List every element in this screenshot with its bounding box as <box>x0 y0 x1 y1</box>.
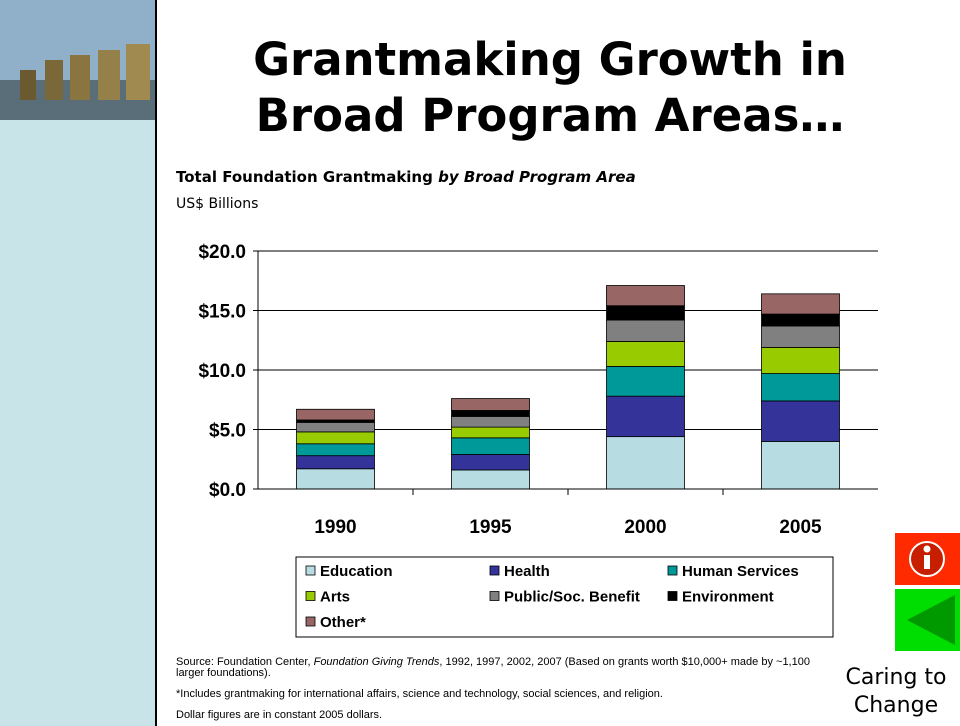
legend-swatch <box>667 565 678 576</box>
bar-segment <box>451 469 530 490</box>
bar-segment <box>761 293 840 315</box>
nav-icons <box>895 533 960 651</box>
slide-title: Grantmaking Growth in Broad Program Areas… <box>200 32 900 144</box>
bar-segment <box>606 305 685 321</box>
bar-segment <box>296 408 375 421</box>
chart-title-text: Total Foundation Grantmaking <box>176 168 433 186</box>
chart: $0.0 $5.0 $10.0 $15.0 $20.0 1990 1995 2000 2005 E… <box>198 242 878 638</box>
bar-segment <box>761 400 840 442</box>
bar-segment <box>296 421 375 433</box>
bar-segment <box>451 410 530 417</box>
bar-segment <box>296 455 375 470</box>
title-line: Grantmaking Growth in <box>253 33 847 86</box>
title-line: Broad Program Areas… <box>255 89 845 142</box>
y-tick-label: $20.0 <box>198 242 246 263</box>
bar-segment <box>296 468 375 490</box>
y-tick-label: $0.0 <box>209 480 246 501</box>
bar-segment <box>606 436 685 490</box>
legend-swatch <box>305 591 316 601</box>
bar-segment <box>451 437 530 455</box>
legend-label: Arts <box>320 589 350 606</box>
chart-title-italic: by Broad Program Area <box>438 168 636 186</box>
bar-segment <box>761 313 840 327</box>
bar-segment <box>761 440 840 490</box>
legend-swatch <box>489 565 500 576</box>
note-text: , 1992, 1997, 2002, 2007 (Based on grant… <box>176 656 810 679</box>
chart-subtitle: US$ Billions <box>176 196 259 212</box>
back-arrow <box>907 595 955 645</box>
caption: Caring to Change <box>845 665 947 718</box>
bar-segment <box>451 454 530 471</box>
x-tick-label: 2000 <box>624 517 666 538</box>
bar-segment <box>761 325 840 348</box>
x-tick-label: 2005 <box>779 517 822 538</box>
y-tick-label: $15.0 <box>198 302 246 323</box>
bar-segment <box>606 366 685 397</box>
bar-segment <box>451 426 530 439</box>
bar-segment <box>606 341 685 367</box>
x-tick-label: 1995 <box>469 517 512 538</box>
legend-box <box>295 556 834 638</box>
source-note: Source: Foundation Center, Foundation Gi… <box>176 657 816 679</box>
coins-image <box>0 0 155 120</box>
bar-segment <box>296 443 375 457</box>
bar-segment <box>606 319 685 342</box>
bar-segment <box>296 431 375 445</box>
info-icon <box>923 545 931 553</box>
legend-label: Education <box>320 563 393 580</box>
chart-title: Total Foundation Grantmaking by Broad Pr… <box>176 168 636 186</box>
dollar-note: Dollar figures are in constant 2005 doll… <box>176 709 383 721</box>
bar-segment <box>606 395 685 438</box>
note-text: Source: Foundation Center, <box>176 656 314 668</box>
legend-label: Health <box>504 563 550 580</box>
legend-swatch <box>667 591 678 601</box>
bar-segment <box>451 398 530 411</box>
y-tick-label: $10.0 <box>198 361 246 382</box>
y-tick-label: $5.0 <box>209 421 246 442</box>
legend-label: Public/Soc. Benefit <box>504 589 640 606</box>
legend-swatch <box>305 616 316 627</box>
bar-segment <box>761 373 840 402</box>
bar-segment <box>761 346 840 374</box>
legend-swatch <box>489 591 500 601</box>
bar-segment <box>606 285 685 307</box>
legend-label: Human Services <box>682 563 799 580</box>
legend-label: Environment <box>682 589 774 606</box>
footnote: *Includes grantmaking for international … <box>176 688 663 700</box>
bar-segment <box>451 416 530 428</box>
x-tick-label: 1990 <box>314 517 356 538</box>
info-icon <box>924 555 930 569</box>
note-italic: Foundation Giving Trends <box>313 656 440 668</box>
legend-swatch <box>305 565 316 576</box>
sidebar <box>0 0 157 726</box>
legend-label: Other* <box>320 614 366 631</box>
